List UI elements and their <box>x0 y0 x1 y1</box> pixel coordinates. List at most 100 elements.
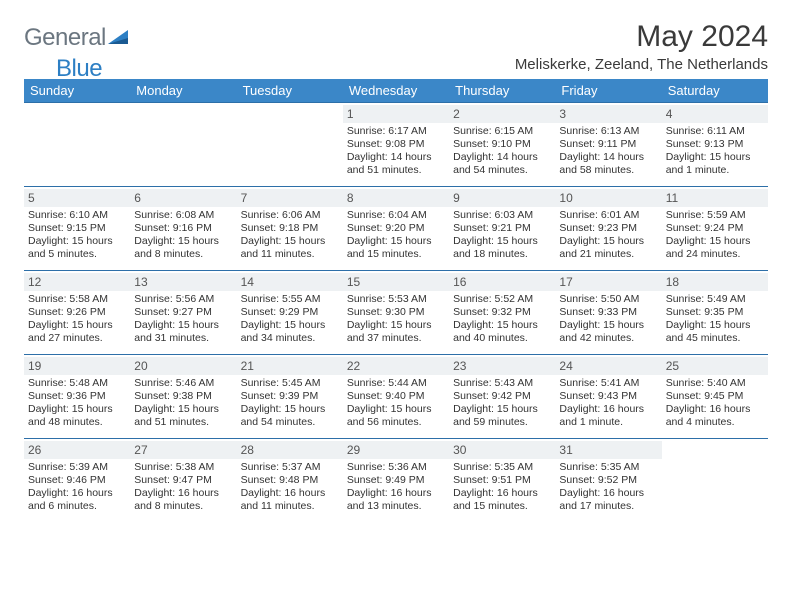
day-info: Sunrise: 5:56 AMSunset: 9:27 PMDaylight:… <box>134 293 232 346</box>
logo-text-blue: Blue <box>56 55 102 83</box>
day-number: 5 <box>24 189 130 207</box>
col-friday: Friday <box>555 79 661 103</box>
calendar-cell: 14Sunrise: 5:55 AMSunset: 9:29 PMDayligh… <box>237 271 343 355</box>
calendar-cell: 1Sunrise: 6:17 AMSunset: 9:08 PMDaylight… <box>343 103 449 187</box>
day-info: Sunrise: 5:38 AMSunset: 9:47 PMDaylight:… <box>134 461 232 514</box>
sunset-text: Sunset: 9:45 PM <box>666 390 764 403</box>
day-number: 15 <box>343 273 449 291</box>
day-info: Sunrise: 5:59 AMSunset: 9:24 PMDaylight:… <box>666 209 764 262</box>
calendar-cell: 23Sunrise: 5:43 AMSunset: 9:42 PMDayligh… <box>449 355 555 439</box>
day-info: Sunrise: 6:10 AMSunset: 9:15 PMDaylight:… <box>28 209 126 262</box>
daylight-text: Daylight: 16 hours and 4 minutes. <box>666 403 764 429</box>
calendar-cell: 20Sunrise: 5:46 AMSunset: 9:38 PMDayligh… <box>130 355 236 439</box>
sunrise-text: Sunrise: 6:15 AM <box>453 125 551 138</box>
daylight-text: Daylight: 16 hours and 6 minutes. <box>28 487 126 513</box>
calendar-cell: 30 Sunrise: 5:35 AMSunset: 9:51 PMDayligh… <box>449 439 555 523</box>
sunrise-text: Sunrise: 5:55 AM <box>241 293 339 306</box>
calendar-row: 26Sunrise: 5:39 AMSunset: 9:46 PMDayligh… <box>24 439 768 523</box>
daylight-text: Daylight: 15 hours and 24 minutes. <box>666 235 764 261</box>
day-number: 29 <box>343 441 449 459</box>
sunset-text: Sunset: 9:46 PM <box>28 474 126 487</box>
daylight-text: Daylight: 15 hours and 54 minutes. <box>241 403 339 429</box>
day-number: 8 <box>343 189 449 207</box>
day-info: Sunrise: 5:35 AMSunset: 9:51 PMDaylight:… <box>453 461 551 514</box>
sunrise-text: Sunrise: 6:11 AM <box>666 125 764 138</box>
calendar-cell: 24Sunrise: 5:41 AMSunset: 9:43 PMDayligh… <box>555 355 661 439</box>
day-number: 11 <box>662 189 768 207</box>
day-info: Sunrise: 5:49 AMSunset: 9:35 PMDaylight:… <box>666 293 764 346</box>
calendar-cell: 8 Sunrise: 6:04 AMSunset: 9:20 PMDaylight… <box>343 187 449 271</box>
day-info: Sunrise: 5:58 AMSunset: 9:26 PMDaylight:… <box>28 293 126 346</box>
day-info: Sunrise: 6:04 AMSunset: 9:20 PMDaylight:… <box>347 209 445 262</box>
calendar-cell: 5 Sunrise: 6:10 AMSunset: 9:15 PMDaylight… <box>24 187 130 271</box>
daylight-text: Daylight: 16 hours and 11 minutes. <box>241 487 339 513</box>
sunrise-text: Sunrise: 5:41 AM <box>559 377 657 390</box>
sunrise-text: Sunrise: 5:43 AM <box>453 377 551 390</box>
logo: General <box>24 24 132 52</box>
day-number: 21 <box>237 357 343 375</box>
calendar-row: 5 Sunrise: 6:10 AMSunset: 9:15 PMDaylight… <box>24 187 768 271</box>
day-info: Sunrise: 6:13 AMSunset: 9:11 PMDaylight:… <box>559 125 657 178</box>
daylight-text: Daylight: 15 hours and 1 minute. <box>666 151 764 177</box>
day-number: 28 <box>237 441 343 459</box>
calendar-cell: 3 Sunrise: 6:13 AMSunset: 9:11 PMDaylight… <box>555 103 661 187</box>
sunset-text: Sunset: 9:30 PM <box>347 306 445 319</box>
calendar-cell: 25Sunrise: 5:40 AMSunset: 9:45 PMDayligh… <box>662 355 768 439</box>
day-number: 14 <box>237 273 343 291</box>
day-number: 31 <box>555 441 661 459</box>
calendar-cell: 10Sunrise: 6:01 AMSunset: 9:23 PMDayligh… <box>555 187 661 271</box>
daylight-text: Daylight: 16 hours and 13 minutes. <box>347 487 445 513</box>
sunset-text: Sunset: 9:36 PM <box>28 390 126 403</box>
sunrise-text: Sunrise: 5:39 AM <box>28 461 126 474</box>
calendar-cell: 2Sunrise: 6:15 AMSunset: 9:10 PMDaylight… <box>449 103 555 187</box>
calendar-cell <box>24 103 130 187</box>
daylight-text: Daylight: 16 hours and 8 minutes. <box>134 487 232 513</box>
sunrise-text: Sunrise: 5:53 AM <box>347 293 445 306</box>
sunset-text: Sunset: 9:18 PM <box>241 222 339 235</box>
sunrise-text: Sunrise: 5:59 AM <box>666 209 764 222</box>
calendar-cell: 29Sunrise: 5:36 AMSunset: 9:49 PMDayligh… <box>343 439 449 523</box>
daylight-text: Daylight: 15 hours and 21 minutes. <box>559 235 657 261</box>
daylight-text: Daylight: 16 hours and 15 minutes. <box>453 487 551 513</box>
col-monday: Monday <box>130 79 236 103</box>
sunset-text: Sunset: 9:40 PM <box>347 390 445 403</box>
sunset-text: Sunset: 9:15 PM <box>28 222 126 235</box>
sunset-text: Sunset: 9:21 PM <box>453 222 551 235</box>
day-info: Sunrise: 5:39 AMSunset: 9:46 PMDaylight:… <box>28 461 126 514</box>
daylight-text: Daylight: 15 hours and 15 minutes. <box>347 235 445 261</box>
day-info: Sunrise: 5:53 AMSunset: 9:30 PMDaylight:… <box>347 293 445 346</box>
daylight-text: Daylight: 15 hours and 42 minutes. <box>559 319 657 345</box>
calendar-table: Sunday Monday Tuesday Wednesday Thursday… <box>24 79 768 523</box>
calendar-cell <box>237 103 343 187</box>
sunrise-text: Sunrise: 5:36 AM <box>347 461 445 474</box>
day-info: Sunrise: 5:35 AMSunset: 9:52 PMDaylight:… <box>559 461 657 514</box>
daylight-text: Daylight: 14 hours and 54 minutes. <box>453 151 551 177</box>
day-info: Sunrise: 5:46 AMSunset: 9:38 PMDaylight:… <box>134 377 232 430</box>
sunrise-text: Sunrise: 5:52 AM <box>453 293 551 306</box>
title-block: May 2024 Meliskerke, Zeeland, The Nether… <box>515 20 768 73</box>
calendar-cell: 9Sunrise: 6:03 AMSunset: 9:21 PMDaylight… <box>449 187 555 271</box>
daylight-text: Daylight: 15 hours and 51 minutes. <box>134 403 232 429</box>
sunset-text: Sunset: 9:39 PM <box>241 390 339 403</box>
calendar-body: 1Sunrise: 6:17 AMSunset: 9:08 PMDaylight… <box>24 103 768 523</box>
day-number: 27 <box>130 441 236 459</box>
calendar-cell: 28Sunrise: 5:37 AMSunset: 9:48 PMDayligh… <box>237 439 343 523</box>
day-number: 1 <box>343 105 449 123</box>
day-number: 4 <box>662 105 768 123</box>
calendar-cell: 7Sunrise: 6:06 AMSunset: 9:18 PMDaylight… <box>237 187 343 271</box>
calendar-cell: 17Sunrise: 5:50 AMSunset: 9:33 PMDayligh… <box>555 271 661 355</box>
day-info: Sunrise: 5:41 AMSunset: 9:43 PMDaylight:… <box>559 377 657 430</box>
day-number: 9 <box>449 189 555 207</box>
day-number: 3 <box>555 105 661 123</box>
sunrise-text: Sunrise: 6:04 AM <box>347 209 445 222</box>
col-wednesday: Wednesday <box>343 79 449 103</box>
sunrise-text: Sunrise: 5:35 AM <box>453 461 551 474</box>
sunrise-text: Sunrise: 5:45 AM <box>241 377 339 390</box>
sunrise-text: Sunrise: 5:35 AM <box>559 461 657 474</box>
calendar-cell <box>130 103 236 187</box>
sunset-text: Sunset: 9:16 PM <box>134 222 232 235</box>
header: General May 2024 Meliskerke, Zeeland, Th… <box>24 18 768 73</box>
day-number: 30 <box>449 441 555 459</box>
sunset-text: Sunset: 9:26 PM <box>28 306 126 319</box>
sunset-text: Sunset: 9:47 PM <box>134 474 232 487</box>
